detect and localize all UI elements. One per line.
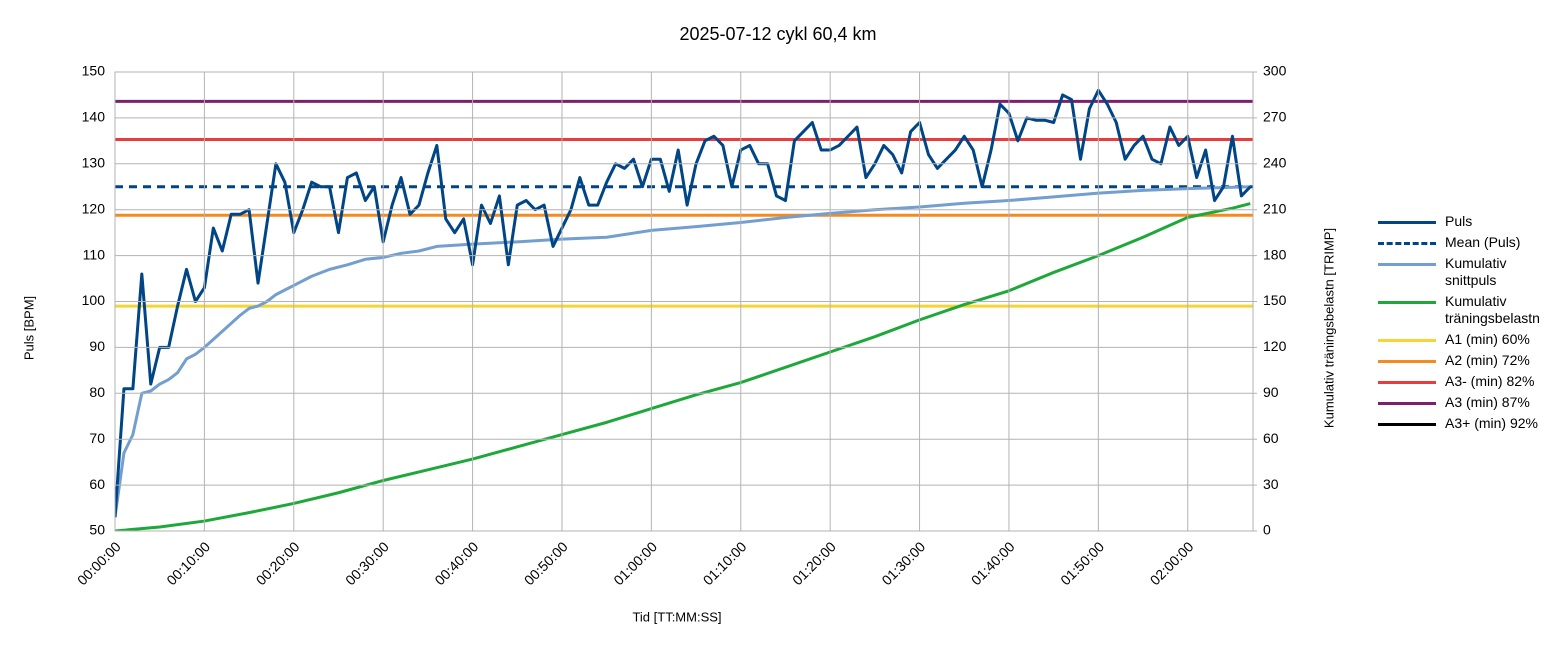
x-tick-label: 00:40:00 [431,538,481,588]
x-tick-label: 02:00:00 [1147,538,1197,588]
x-tick-label: 01:00:00 [610,538,660,588]
y-tick-label: 50 [89,522,105,538]
legend-swatch [1378,221,1436,224]
legend-swatch [1378,263,1436,266]
x-tick-label: 00:00:00 [74,538,124,588]
x-tick-label: 00:10:00 [163,538,213,588]
y2-tick-label: 180 [1263,246,1287,262]
legend-label: Mean (Puls) [1445,234,1521,250]
y2-tick-label: 120 [1263,338,1287,354]
series-line [115,88,1252,518]
x-tick-label: 00:50:00 [521,538,571,588]
legend-swatch [1378,339,1436,342]
x-tick-label: 00:30:00 [342,538,392,588]
legend-swatch [1378,301,1436,304]
legend-label: Puls [1445,213,1473,229]
y-tick-label: 70 [89,430,105,446]
y-tick-label: 100 [82,292,106,308]
x-tick-label: 01:40:00 [968,538,1018,588]
legend-item: Kumulativ snittpuls [1378,255,1555,289]
legend-label: Kumulativ snittpuls [1445,255,1507,288]
y-tick-label: 80 [89,384,105,400]
legend-swatch [1378,423,1436,426]
y2-tick-label: 210 [1263,200,1287,216]
y2-tick-label: 240 [1263,155,1287,171]
chart-title: 2025-07-12 cykl 60,4 km [679,24,876,44]
legend-item: Kumulativ träningsbelastn [1378,293,1555,327]
legend-swatch [1378,402,1436,405]
y-tick-label: 150 [82,63,106,79]
y2-tick-label: 150 [1263,292,1287,308]
legend-item: A3+ (min) 92% [1378,415,1555,432]
legend-item: A1 (min) 60% [1378,331,1555,348]
plot-area [115,88,1253,531]
y2-tick-label: 270 [1263,109,1287,125]
y-tick-label: 140 [82,109,106,125]
y2-tick-label: 90 [1263,384,1279,400]
x-tick-label: 01:20:00 [789,538,839,588]
legend-swatch [1378,381,1436,384]
y-axis-label: Puls [BPM] [21,296,36,360]
y2-axis-label: Kumulativ träningsbelastn [TRIMP] [1321,228,1336,428]
x-tick-label: 01:30:00 [878,538,928,588]
legend-label: A3- (min) 82% [1445,373,1535,389]
legend-swatch [1378,242,1436,245]
y-tick-label: 60 [89,476,105,492]
y2-tick-label: 60 [1263,430,1279,446]
y2-tick-label: 30 [1263,476,1279,492]
y2-tick-label: 0 [1263,522,1271,538]
y-tick-label: 90 [89,338,105,354]
y-tick-label: 130 [82,155,106,171]
y-tick-label: 120 [82,200,106,216]
legend-swatch [1378,360,1436,363]
legend-label: Kumulativ träningsbelastn [1445,293,1540,326]
legend-item: A3- (min) 82% [1378,373,1555,390]
series-line [115,202,1251,531]
legend-item: Mean (Puls) [1378,234,1555,251]
legend-label: A2 (min) 72% [1445,352,1530,368]
series-line [115,185,1251,518]
legend-label: A3 (min) 87% [1445,394,1530,410]
x-axis-label: Tid [TT:MM:SS] [632,609,721,624]
y2-tick-label: 300 [1263,63,1287,79]
legend-item: Puls [1378,213,1555,230]
legend: Puls Mean (Puls) Kumulativ snittpuls Kumula… [1378,213,1555,436]
legend-item: A3 (min) 87% [1378,394,1555,411]
x-tick-label: 01:10:00 [700,538,750,588]
legend-item: A2 (min) 72% [1378,352,1555,369]
x-tick-label: 00:20:00 [253,538,303,588]
y-tick-label: 110 [83,246,106,262]
x-tick-label: 01:50:00 [1057,538,1107,588]
legend-label: A3+ (min) 92% [1445,415,1538,431]
legend-label: A1 (min) 60% [1445,331,1530,347]
